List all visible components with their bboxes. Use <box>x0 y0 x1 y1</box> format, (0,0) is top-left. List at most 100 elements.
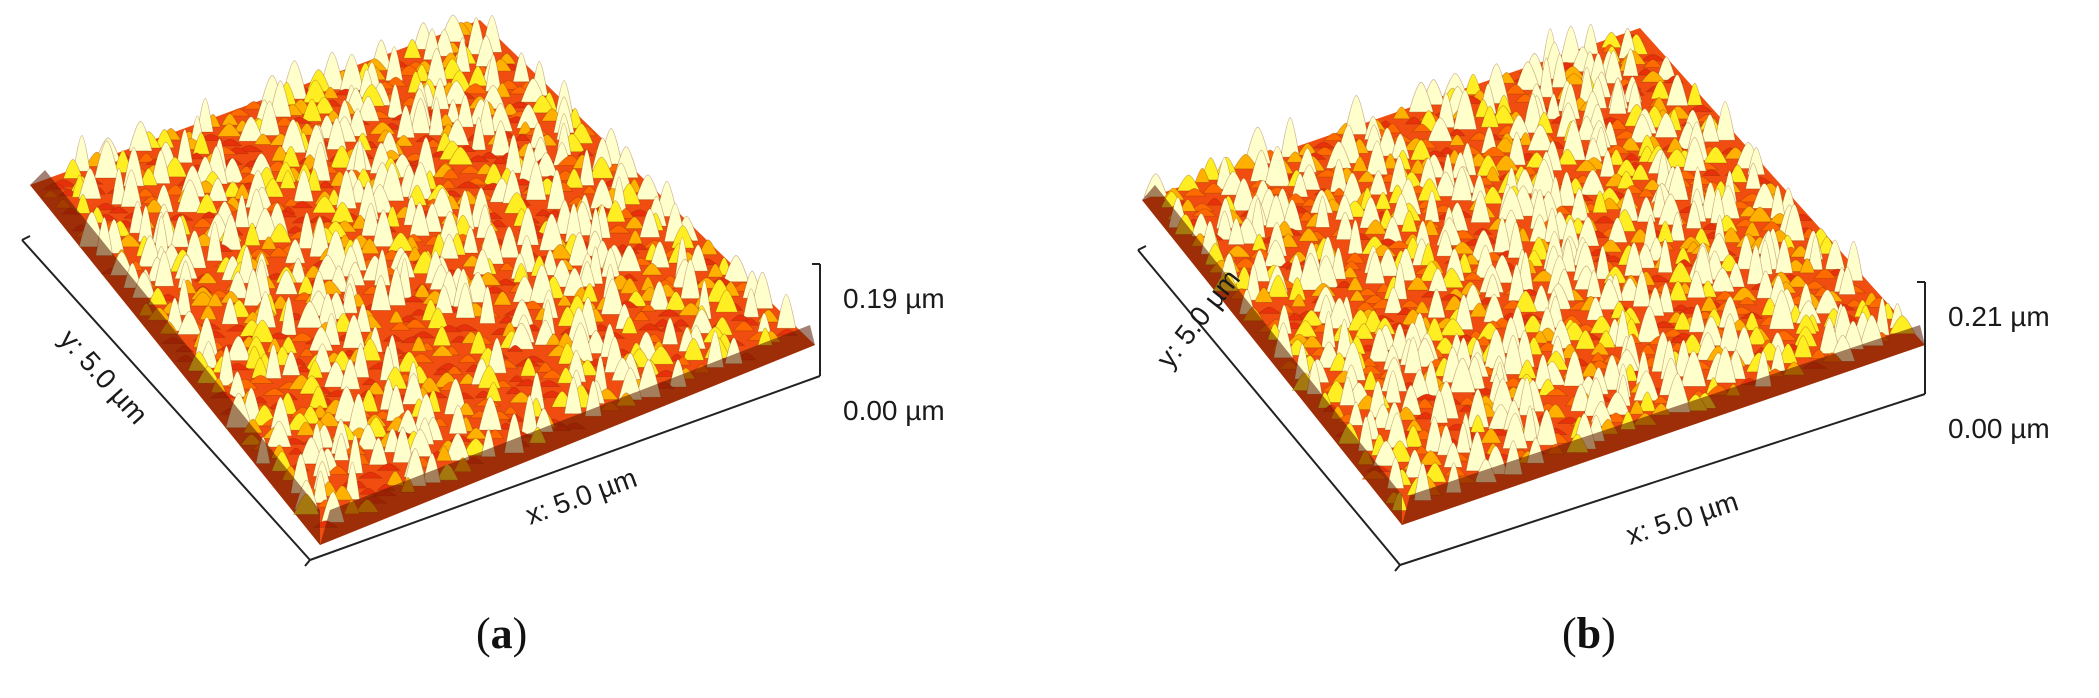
surface-peak <box>1686 270 1706 299</box>
surface-peak <box>347 393 371 434</box>
surface-peak <box>1470 174 1489 202</box>
x-axis-tick-a <box>304 559 311 567</box>
surface-peak <box>1334 194 1355 221</box>
surface-peak <box>1682 137 1707 172</box>
surface-peak <box>545 333 562 346</box>
surface-peak <box>194 316 219 357</box>
surface-peak <box>306 360 324 379</box>
surface-peak <box>707 263 724 278</box>
surface-peak <box>206 221 224 262</box>
surface-peak <box>1513 290 1538 313</box>
surface-peak <box>1455 422 1471 454</box>
surface-peak <box>331 485 354 501</box>
surface-peak <box>1616 170 1637 189</box>
surface-peak <box>302 79 329 104</box>
surface-peak <box>1176 174 1201 192</box>
surface-peak <box>1291 172 1309 198</box>
surface-peak <box>742 288 760 318</box>
surface-peak <box>413 283 432 298</box>
surface-peak <box>1429 389 1449 424</box>
surface-peak <box>200 211 218 219</box>
surface-peak <box>308 326 334 352</box>
surface-peak <box>228 371 247 398</box>
surface-peak <box>154 129 175 149</box>
surface-peak <box>1353 323 1374 340</box>
surface-peak <box>516 207 540 246</box>
surface-peak <box>339 53 365 91</box>
x-axis-line-a <box>309 375 821 561</box>
surface-peak <box>1838 266 1857 295</box>
surface-peak <box>347 108 368 137</box>
surface-peak <box>62 158 84 179</box>
surface-peak <box>564 168 584 189</box>
surface-peak <box>1517 359 1537 379</box>
surface-peak <box>1756 270 1776 299</box>
y-axis-label-a: y: 5.0 µm <box>54 323 154 430</box>
surface-peak <box>317 181 334 189</box>
surface-peak <box>1743 221 1761 237</box>
surface-peak <box>243 222 261 246</box>
surface-peak <box>330 201 355 223</box>
surface-peak <box>484 381 503 402</box>
surface-peak <box>671 319 690 327</box>
surface-peak <box>1559 25 1582 64</box>
surface-peak <box>1392 106 1411 120</box>
surface-peak <box>1413 301 1431 314</box>
surface-peak <box>266 337 283 353</box>
surface-peak <box>385 470 405 486</box>
surface-peak <box>261 178 285 198</box>
surface-peak <box>547 244 573 260</box>
surface-peak <box>624 216 645 230</box>
surface-peak <box>1368 328 1392 363</box>
surface-peak <box>379 162 405 202</box>
surface-peak <box>162 156 188 178</box>
surface-peak <box>219 213 243 251</box>
x-axis-label-a: x: 5.0 µm <box>521 462 640 531</box>
surface-peak <box>319 52 345 90</box>
surface-peak <box>454 37 471 73</box>
surface-peak <box>513 133 531 142</box>
surface-peak <box>261 388 287 396</box>
surface-peak <box>1227 217 1245 246</box>
surface-peak <box>1439 318 1467 336</box>
surface-peak <box>357 471 384 479</box>
surface-peak <box>455 181 482 189</box>
surface-peak <box>1623 242 1645 277</box>
surface-peak <box>1251 233 1268 251</box>
surface-peak <box>1793 335 1813 358</box>
surface-peak <box>195 193 219 214</box>
surface-peak <box>1395 406 1417 421</box>
surface-peak <box>619 277 640 294</box>
surface-peak <box>1586 296 1606 321</box>
surface-peak <box>589 156 614 179</box>
surface-peak <box>1794 314 1818 335</box>
surface-peak <box>1356 287 1379 297</box>
surface-peak <box>147 287 168 306</box>
surface-peak <box>1673 311 1692 331</box>
surface-peak <box>1341 266 1359 279</box>
surface-side-edge-a <box>320 325 815 545</box>
surface-peak <box>1481 186 1504 205</box>
surface-peak <box>1464 73 1483 95</box>
surface-peak <box>498 225 520 259</box>
surface-peak <box>226 271 250 299</box>
surface-peak <box>580 283 599 303</box>
surface-peak <box>1582 23 1599 55</box>
surface-peak <box>441 168 460 180</box>
surface-peak <box>621 316 638 334</box>
surface-peak <box>1572 241 1599 281</box>
surface-peak <box>445 432 471 462</box>
surface-peak <box>365 381 386 396</box>
surface-peak <box>1321 310 1336 348</box>
surface-peak <box>410 331 436 339</box>
surface-peak <box>1665 137 1685 154</box>
x-axis-label-b: x: 5.0 µm <box>1622 485 1742 550</box>
surface-peak <box>306 168 322 192</box>
surface-peak <box>1638 391 1657 412</box>
surface-peak <box>1746 244 1766 285</box>
surface-peak <box>698 239 718 256</box>
surface-peak <box>439 233 460 260</box>
surface-peak <box>1586 269 1602 298</box>
surface-peak <box>1372 440 1400 467</box>
surface-peak <box>1335 318 1353 359</box>
